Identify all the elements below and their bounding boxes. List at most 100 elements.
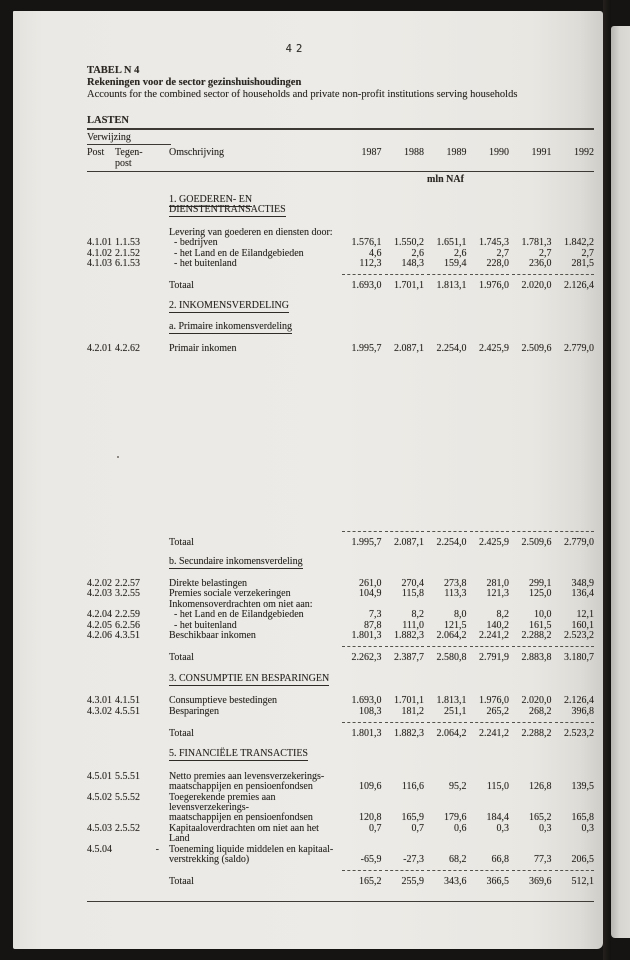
value-cell: 8,0 (454, 609, 467, 621)
description-cell: Premies sociale verzekeringen (169, 588, 291, 600)
table-id: TABEL N 4 (87, 65, 140, 76)
tegenpost-cell: 2.2.57 (115, 577, 140, 589)
unit-label: mln NAf (427, 174, 464, 185)
section-heading-row: 1. GOEDEREN- EN DIENSTENTRANSACTIES (87, 194, 595, 218)
value-cell: 2.087,1 (394, 342, 424, 354)
post-cell (87, 271, 115, 278)
value-cell: 116,6 (401, 781, 424, 793)
tegenpost-cell: 4.3.51 (115, 629, 140, 641)
value-cell: 8,2 (411, 609, 425, 621)
table-body: 1. GOEDEREN- EN DIENSTENTRANSACTIES Lever… (87, 194, 595, 902)
value-cell: 2.509,6 (521, 537, 552, 549)
value-cell (552, 557, 595, 567)
blank-space (87, 684, 594, 696)
value-cell: 2.288,2 (521, 629, 552, 641)
value-cell (552, 322, 595, 332)
separator-cell (424, 643, 467, 650)
description-cell (169, 867, 339, 874)
table-row: Inkomensoverdrachten om niet aan: (87, 599, 594, 610)
description-cell: - het buitenland (174, 619, 237, 631)
value-cell: 236,0 (529, 258, 552, 270)
value-cell: 68,2 (449, 854, 467, 865)
value-cell: 2.779,0 (564, 537, 594, 549)
dashed-line (469, 531, 509, 533)
table-row: 4.1.03 6.1.53 - het buitenland 112,3 148,3 15… (87, 258, 594, 270)
table-row: Levering van goederen en diensten door: (87, 227, 594, 238)
value-cell (552, 195, 595, 216)
dashed-line (384, 646, 424, 648)
separator-cell (509, 643, 552, 650)
value-cell: 0,3 (539, 822, 552, 834)
value-cell: 120,8 (359, 812, 382, 824)
separator-cell (467, 719, 509, 726)
tegenpost-cell (115, 719, 169, 726)
total-row: Totaal 165,2 255,9 343,6 366,5 369,6 512,1 (87, 876, 594, 888)
blank-space (87, 568, 594, 579)
value-cell (339, 557, 382, 567)
value-cell: 126,8 (529, 781, 552, 793)
tegenpost-cell: 5.5.51 (115, 770, 140, 782)
description-cell: a. Primaire inkomensverdeling (169, 321, 339, 335)
post-cell: 4.5.01 (87, 770, 112, 782)
value-cell: 2.020,0 (521, 280, 552, 292)
value-cell: 270,4 (401, 577, 425, 589)
table-column-header-row: Post Tegen-post Omschrijving 1987 1988 1… (87, 145, 594, 172)
post-cell: 4.2.03 (87, 588, 112, 600)
value-cell: 1.550,2 (394, 237, 424, 249)
value-cell: 112,3 (359, 258, 382, 270)
value-cell: 2.064,2 (436, 727, 467, 739)
tegenpost-cell (115, 749, 169, 759)
value-cell: 2.779,0 (564, 342, 594, 354)
total-separator-row (87, 528, 594, 535)
value-cell: 1.976,0 (479, 695, 509, 707)
description-cell: - bedrijven (174, 237, 218, 249)
section-title: 2. INKOMENSVERDELING (169, 299, 289, 313)
total-separator-row (87, 867, 594, 874)
table-row: maatschappijen en pensioenfondsen 120,8 16… (87, 812, 594, 824)
post-cell: 4.1.01 (87, 237, 112, 249)
table-row: 4.2.02 2.2.57 Direkte belastingen 261,0 270,… (87, 577, 594, 589)
document-page: 42 TABEL N 4 Rekeningen voor de sector g… (13, 11, 603, 949)
value-cell: 121,5 (444, 619, 467, 631)
year-column-header: 1992 (574, 147, 594, 158)
post-cell (87, 301, 115, 311)
value-cell: 148,3 (401, 258, 425, 270)
description-cell: Consumptieve bestedingen (169, 695, 278, 707)
dashed-line (342, 531, 382, 533)
value-cell: 299,1 (529, 577, 552, 589)
table-row: 4.3.01 4.1.51 Consumptieve bestedingen 1.69… (87, 695, 594, 707)
table-row: 4.5.01 5.5.51 Netto premies aan levensverz… (87, 770, 594, 782)
tegenpost-cell (115, 195, 169, 216)
value-cell (382, 195, 425, 216)
dashed-line (512, 870, 552, 872)
value-cell: 113,3 (444, 588, 467, 600)
total-separator-row (87, 643, 594, 650)
value-cell: 139,5 (571, 781, 595, 793)
blank-space (87, 739, 594, 749)
value-cell: 3.180,7 (564, 652, 594, 664)
section-heading-row: 5. FINANCIËLE TRANSACTIES (87, 748, 594, 762)
value-cell: 7,3 (369, 609, 382, 621)
table-row: 4.2.06 4.3.51 Beschikbaar inkomen 1.801,3 1.… (87, 629, 594, 641)
separator-cell (424, 867, 467, 874)
value-cell: 161,5 (529, 619, 552, 631)
dashed-line (554, 646, 594, 648)
dashed-line (384, 870, 424, 872)
tegenpost-cell: 3.2.55 (115, 588, 140, 600)
table-row: 4.5.04 - Toeneming liquide middelen en kap… (87, 844, 594, 855)
total-row: Totaal 1.801,3 1.882,3 2.064,2 2.241,2 2.288,… (87, 727, 594, 739)
value-cell: 1.693,0 (351, 280, 382, 292)
value-cell: 125,0 (529, 588, 552, 600)
tegenpost-cell: 2.2.59 (115, 609, 140, 621)
dashed-line (469, 274, 509, 276)
separator-cell (339, 867, 382, 874)
value-cell (509, 322, 552, 332)
value-cell: 2.523,2 (564, 727, 594, 739)
value-cell: 2.126,4 (564, 280, 594, 292)
value-cell: 255,9 (401, 876, 425, 888)
dashed-line (554, 274, 594, 276)
post-cell (87, 674, 115, 684)
post-cell (87, 877, 115, 887)
value-cell: 1.651,1 (436, 237, 467, 249)
table-title-english: Accounts for the combined sector of hous… (87, 89, 518, 100)
